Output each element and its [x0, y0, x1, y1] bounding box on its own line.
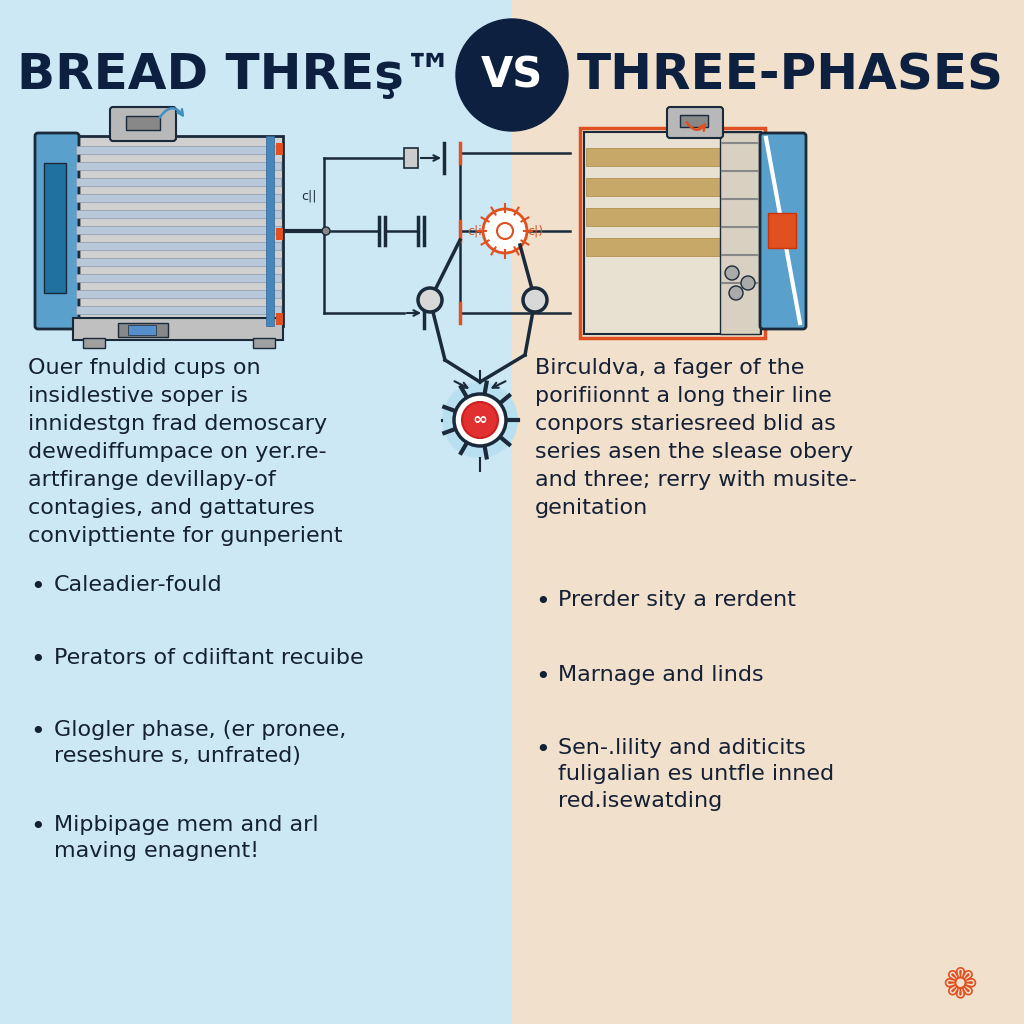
Text: Mipbipage mem and arl
maving enagnent!: Mipbipage mem and arl maving enagnent!: [54, 815, 318, 861]
Bar: [76, 210, 281, 218]
Bar: [76, 290, 281, 298]
Circle shape: [725, 266, 739, 280]
FancyBboxPatch shape: [667, 106, 723, 138]
Circle shape: [483, 209, 527, 253]
FancyBboxPatch shape: [760, 133, 806, 329]
Circle shape: [729, 286, 743, 300]
Bar: [76, 306, 281, 314]
Text: c|i: c|i: [468, 224, 482, 238]
Bar: [76, 194, 281, 202]
Bar: [276, 143, 283, 155]
Circle shape: [456, 19, 568, 131]
Circle shape: [322, 227, 330, 234]
Bar: [83, 338, 105, 348]
Bar: [76, 226, 281, 234]
Bar: [73, 318, 283, 340]
Bar: [720, 132, 760, 334]
Text: c||: c||: [301, 189, 316, 203]
Text: •: •: [30, 648, 45, 672]
Circle shape: [741, 276, 755, 290]
Text: Marnage and linds: Marnage and linds: [558, 665, 764, 685]
Circle shape: [462, 402, 498, 438]
Text: c|): c|): [527, 224, 543, 238]
Bar: [768, 213, 796, 248]
Text: •: •: [30, 575, 45, 599]
Circle shape: [418, 288, 442, 312]
Text: Sen-.lility and aditicits
fuligalian es untfle inned
red.isewatding: Sen-.lility and aditicits fuligalian es …: [558, 738, 835, 811]
Bar: [512, 0, 1024, 1024]
FancyBboxPatch shape: [110, 106, 176, 141]
Text: BREAD THREş™: BREAD THREş™: [16, 51, 454, 99]
Text: •: •: [30, 720, 45, 744]
Circle shape: [523, 288, 547, 312]
Text: Caleadier-fould: Caleadier-fould: [54, 575, 222, 595]
Bar: [44, 163, 66, 293]
Circle shape: [442, 382, 518, 458]
Bar: [253, 338, 275, 348]
Bar: [680, 115, 708, 127]
Bar: [126, 116, 160, 130]
Bar: [73, 136, 283, 326]
Text: •: •: [535, 665, 550, 689]
Text: •: •: [30, 815, 45, 839]
Text: VS: VS: [481, 54, 543, 96]
Bar: [76, 274, 281, 282]
Bar: [128, 325, 156, 335]
Bar: [276, 228, 283, 240]
Text: Glogler phase, (er pronee,
reseshure s, unfrated): Glogler phase, (er pronee, reseshure s, …: [54, 720, 346, 766]
Bar: [404, 148, 418, 168]
Bar: [118, 323, 168, 337]
Text: THREE-PHASES: THREE-PHASES: [577, 51, 1004, 99]
Bar: [76, 178, 281, 186]
Circle shape: [497, 223, 513, 239]
Bar: [586, 238, 721, 256]
Circle shape: [454, 394, 506, 446]
Text: Prerder sity a rerdent: Prerder sity a rerdent: [558, 590, 796, 610]
Bar: [0, 0, 512, 1024]
Bar: [76, 162, 281, 170]
FancyBboxPatch shape: [35, 133, 79, 329]
Bar: [76, 242, 281, 250]
Text: Perators of cdiiftant recuibe: Perators of cdiiftant recuibe: [54, 648, 364, 668]
Bar: [76, 258, 281, 266]
Text: Birculdva, a fager of the
porifiionnt a long their line
conpors stariesreed blid: Birculdva, a fager of the porifiionnt a …: [535, 358, 857, 518]
Bar: [586, 178, 721, 196]
Bar: [580, 128, 765, 338]
Text: •: •: [535, 738, 550, 762]
Bar: [266, 136, 274, 326]
Bar: [586, 208, 721, 226]
Text: ❁: ❁: [942, 964, 978, 1006]
Bar: [276, 313, 283, 325]
Text: Ouer fnuldid cups on
insidlestive soper is
innidestgn frad demoscary
dewediffump: Ouer fnuldid cups on insidlestive soper …: [28, 358, 342, 546]
Text: ∞: ∞: [472, 411, 487, 429]
Bar: [586, 148, 721, 166]
Bar: [76, 146, 281, 154]
Text: •: •: [535, 590, 550, 614]
Bar: [584, 132, 761, 334]
